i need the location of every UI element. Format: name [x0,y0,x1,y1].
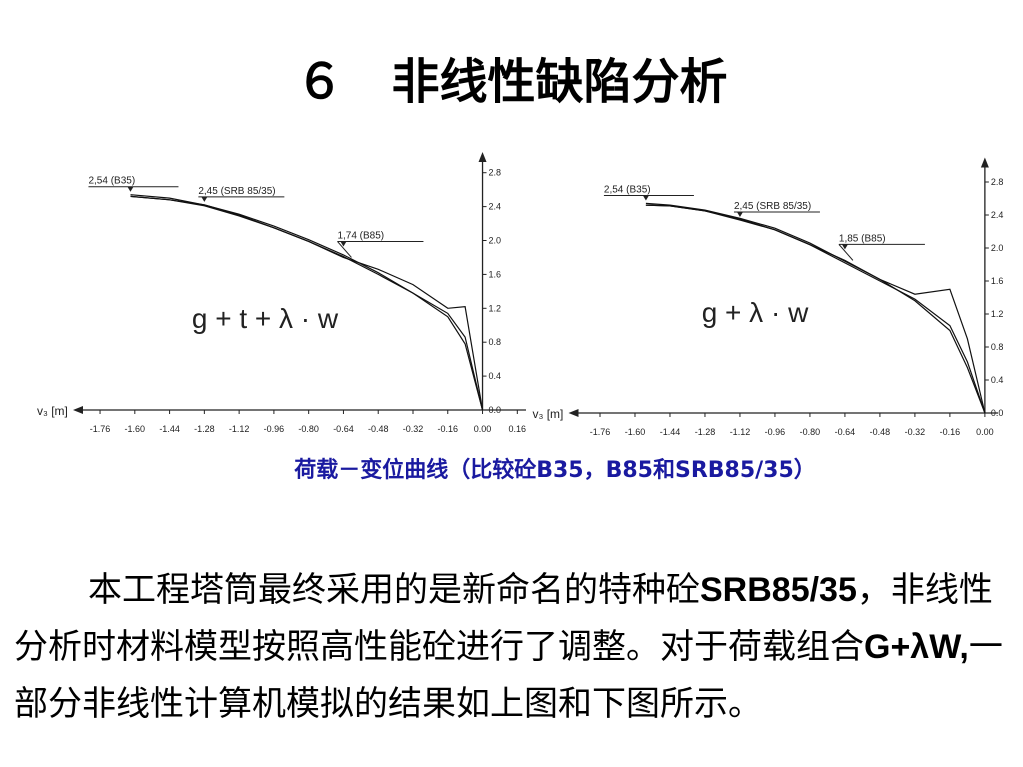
x-tick-label: -0.64 [835,427,856,437]
annotation-leader [337,241,352,258]
x-tick-label: -1.12 [229,424,250,434]
x-tick-label: -1.60 [625,427,646,437]
annotation-pointer [841,244,848,250]
curve [645,204,986,414]
x-axis-label: v₃ [m] [533,407,564,421]
text: 一部分非线性计算机模拟的结果如上图和下图所示。 [14,627,1003,724]
y-tick-label: 0.0 [991,408,1004,418]
y-axis-arrow [478,152,487,162]
caption: 荷载－变位曲线（比较砼B35，B85和SRB85/35） [294,458,816,483]
x-tick-label: -1.44 [660,427,681,437]
y-tick-label: 0.4 [991,375,1004,385]
y-tick-label: 1.2 [489,303,502,313]
annotation: 1,85 (B85) [839,233,886,244]
annotation: 2,45 (SRB 85/35) [734,201,811,212]
x-tick-label: -0.96 [765,427,786,437]
x-tick-label: -0.64 [333,424,354,434]
slide-title: ６ 非线性缺陷分析 [295,54,728,110]
x-axis-label: v₃ [m] [37,404,68,418]
annotation: 2,45 (SRB 85/35) [198,186,275,197]
x-axis-arrow [73,406,83,414]
annotation-pointer [127,186,134,192]
x-tick-label: -1.28 [695,427,716,437]
x-tick-label: -0.16 [438,424,459,434]
annotation-pointer [340,241,347,247]
text: ，非线性分析时材料模型按照高性能砼进行了调整。对于荷载组合 [14,570,993,667]
y-tick-label: 0.8 [489,337,502,347]
x-tick-label: 0.00 [976,427,994,437]
x-axis-arrow [568,409,579,417]
annotation-pointer [736,211,743,217]
y-tick-label: 2.8 [489,168,502,178]
charts: v₃ [m] -1.76 -1.60 -1.44 -1.28 -1.12 -0.96 -0.8… [37,152,1004,437]
x-tick-label: -0.32 [403,424,424,434]
x-tick-label: -0.32 [905,427,926,437]
x-tick-label: -1.60 [125,424,146,434]
x-tick-label: -1.76 [590,427,611,437]
text: 本工程塔筒最终采用的是新命名的特种砼 [88,570,700,610]
y-tick-label: 2.4 [489,202,502,212]
x-tick-label: -0.48 [368,424,389,434]
curve [645,204,986,414]
annotation-pointer [201,196,208,202]
curve [130,195,484,411]
y-tick-label: 2.4 [991,210,1004,220]
x-tick-label: -1.44 [159,424,180,434]
x-tick-label: -1.12 [730,427,751,437]
y-tick-label: 0.0 [489,405,502,415]
formula: g + λ · w [702,297,809,328]
annotation: 2,54 (B35) [88,176,135,187]
annotation: 2,54 (B35) [604,184,651,195]
x-tick-label: -1.76 [90,424,111,434]
y-tick-label: 0.4 [489,371,502,381]
y-tick-label: 0.8 [991,342,1004,352]
x-tick-label: -0.96 [264,424,285,434]
paragraph: 本工程塔筒最终采用的是新命名的特种砼SRB85/35，非线性分析时材料模型按照高… [14,562,1018,733]
y-tick-label: 2.0 [489,236,502,246]
curve [645,202,986,414]
text: SRB85/35 [700,571,857,609]
y-tick-label: 2.8 [991,177,1004,187]
x-tick-label: -0.80 [800,427,821,437]
formula: g + t + λ · w [192,303,339,334]
y-tick-label: 1.2 [991,309,1004,319]
y-axis-arrow [980,157,989,168]
x-tick-label: -0.48 [870,427,891,437]
annotation-leader [838,244,854,261]
x-tick-label: -0.16 [940,427,961,437]
text: G+λW, [864,628,969,666]
x-tick-label: -0.80 [298,424,319,434]
annotation-pointer [642,195,649,201]
x-tick-label: -1.28 [194,424,215,434]
y-tick-label: 1.6 [991,276,1004,286]
annotation: 1,74 (B85) [337,230,384,241]
y-tick-label: 1.6 [489,269,502,279]
x-tick-label: 0.16 [509,424,527,434]
y-tick-label: 2.0 [991,243,1004,253]
x-tick-label: 0.00 [474,424,492,434]
